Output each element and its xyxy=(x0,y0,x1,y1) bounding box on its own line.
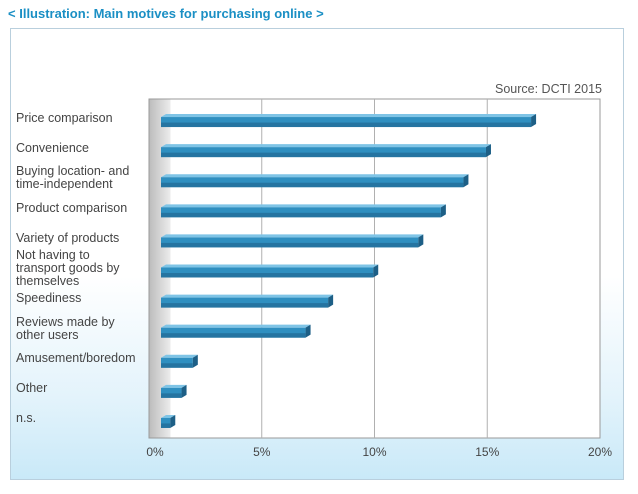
category-label: Amusement/boredom xyxy=(16,352,136,365)
bar-front-face xyxy=(161,417,171,428)
x-tick-label: 5% xyxy=(253,445,271,459)
category-label-line: Variety of products xyxy=(16,230,120,245)
bar-end-face xyxy=(192,354,198,368)
bar-top-face xyxy=(161,384,187,388)
bar-end-face xyxy=(170,414,176,428)
x-tick-label: 10% xyxy=(362,445,386,459)
category-label-line: Product comparison xyxy=(16,200,128,215)
bar xyxy=(161,384,187,398)
category-label-line: Other xyxy=(16,381,48,396)
bar-front-face xyxy=(161,177,464,188)
bar-top-face xyxy=(161,234,424,238)
bar xyxy=(161,324,311,338)
category-label-line: n.s. xyxy=(16,411,37,426)
bar-end-face xyxy=(181,384,187,398)
category-label-line: Not having to xyxy=(16,248,90,262)
bar-shade xyxy=(161,212,441,218)
chart-source: Source: DCTI 2015 xyxy=(495,82,602,96)
bar-end-face xyxy=(418,234,424,248)
category-label-line: Price comparison xyxy=(16,110,113,125)
bar-shade xyxy=(161,152,486,158)
bar xyxy=(161,114,537,128)
bar-shade xyxy=(161,333,306,338)
category-label-line: other users xyxy=(16,327,79,342)
bar-shade xyxy=(161,273,374,278)
bar xyxy=(161,144,491,158)
bar-top-face xyxy=(161,324,311,328)
bar-top-face xyxy=(161,414,176,418)
bar-front-face xyxy=(161,117,532,128)
bar-front-face xyxy=(161,357,193,368)
category-label-line: Convenience xyxy=(16,140,89,155)
bar xyxy=(161,174,469,188)
bar xyxy=(161,204,446,218)
category-label: Variety of products xyxy=(16,230,120,245)
category-label: n.s. xyxy=(16,412,36,425)
bar-front-face xyxy=(161,207,441,218)
heading-title: Illustration: Main motives for purchasin… xyxy=(19,6,313,21)
bar-top-face xyxy=(161,354,198,358)
category-label: Buying location- and time-independent xyxy=(16,165,129,191)
category-label: Reviews made by other users xyxy=(16,314,115,342)
bar-top-face xyxy=(161,264,379,268)
bar xyxy=(161,414,176,428)
bar-end-face xyxy=(440,204,446,218)
bar-top-face xyxy=(161,294,334,298)
category-label-line: themselves xyxy=(16,274,80,288)
category-label: Price comparison xyxy=(16,110,113,125)
category-label: Not having to transport goods by themselve… xyxy=(16,249,120,288)
bar-shade xyxy=(161,393,182,398)
bar-front-face xyxy=(161,267,374,278)
category-label: Convenience xyxy=(16,140,89,155)
bar-front-face xyxy=(161,237,419,248)
bar-end-face xyxy=(373,264,379,278)
x-tick-label: 15% xyxy=(475,445,499,459)
x-tick-label: 20% xyxy=(588,445,612,459)
bar-top-face xyxy=(161,204,446,208)
bar-top-face xyxy=(161,174,469,178)
category-label-line: Speediness xyxy=(16,291,82,306)
bar-front-face xyxy=(161,297,329,308)
bar-shade xyxy=(161,242,419,248)
bar xyxy=(161,294,334,308)
bar-end-face xyxy=(328,294,334,308)
bar-end-face xyxy=(305,324,311,338)
bar xyxy=(161,264,379,278)
category-label-line: Buying location- and xyxy=(16,164,130,179)
bar-front-face xyxy=(161,147,486,158)
category-label: Other xyxy=(16,382,47,395)
bar-front-face xyxy=(161,387,182,398)
bar-shade xyxy=(161,303,329,308)
heading-open-bracket: < xyxy=(8,6,16,21)
bar-shade xyxy=(161,363,193,368)
category-label-line: time-independent xyxy=(16,177,113,192)
category-label: Speediness xyxy=(16,292,81,305)
bar xyxy=(161,354,198,368)
x-tick-label: 0% xyxy=(146,445,164,459)
bar-shade xyxy=(161,423,171,428)
bar-end-face xyxy=(485,144,491,158)
category-label-line: Amusement/boredom xyxy=(16,351,136,366)
bar-top-face xyxy=(161,114,537,118)
bar-end-face xyxy=(463,174,469,188)
bar xyxy=(161,234,424,248)
heading-close-bracket: > xyxy=(316,6,324,21)
bar-shade xyxy=(161,122,532,128)
bar-front-face xyxy=(161,327,306,338)
category-label: Product comparison xyxy=(16,200,128,215)
illustration-heading: < Illustration: Main motives for purchas… xyxy=(8,6,324,21)
category-label-line: Reviews made by xyxy=(16,314,115,329)
bar-shade xyxy=(161,182,464,188)
category-label-line: transport goods by xyxy=(16,261,120,275)
bar-end-face xyxy=(531,114,537,128)
bar-top-face xyxy=(161,144,491,148)
